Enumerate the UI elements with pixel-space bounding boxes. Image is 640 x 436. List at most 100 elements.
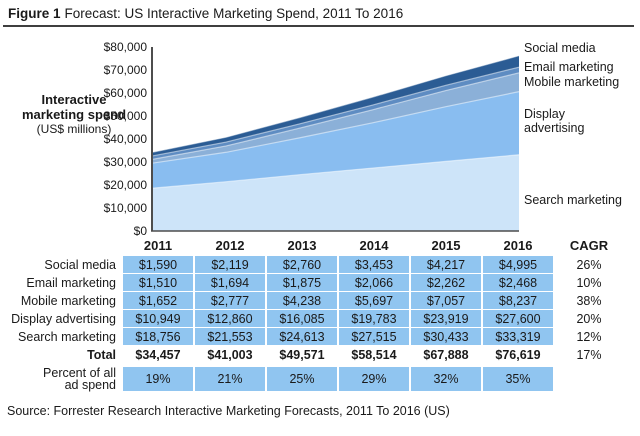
value-cell: $2,777: [194, 292, 266, 309]
cell-value: $34,457: [135, 347, 181, 362]
cagr-value: [554, 367, 624, 391]
band-top-edge: [152, 55, 520, 153]
cell-value: $1,652: [123, 292, 193, 309]
data-table: 2011 2012 2013 2014 2015 2016 CAGR Social medi…: [0, 237, 640, 392]
value-cell: $2,468: [482, 274, 554, 291]
value-cell: $10,949: [122, 310, 194, 327]
row-label: Display advertising: [11, 311, 116, 326]
year-header: 2012: [215, 238, 245, 253]
value-cell: $12,860: [194, 310, 266, 327]
year-header: 2014: [359, 238, 389, 253]
y-tick-label: $80,000: [103, 40, 147, 54]
header-spacer: [0, 237, 122, 254]
source-note: Source: Forrester Research Interactive M…: [7, 404, 450, 418]
row-label: Email marketing: [26, 275, 116, 290]
value-cell: $2,066: [338, 274, 410, 291]
table-row-email-marketing: Email marketing $1,510 $1,694 $1,875 $2,066 $…: [0, 274, 640, 291]
value-cell: 19%: [122, 367, 194, 391]
year-header: 2013: [287, 238, 317, 253]
y-tick-label: $30,000: [103, 155, 147, 169]
cell-value: $76,619: [495, 347, 541, 362]
table-row-social-media: Social media $1,590 $2,119 $2,760 $3,453 $4,2…: [0, 256, 640, 273]
legend-label-social-media: Social media: [524, 41, 596, 55]
row-label: Total: [87, 347, 116, 362]
cell-value: $67,888: [423, 347, 469, 362]
y-axis-label-units: (US$ millions): [36, 122, 112, 136]
cell-value: 21%: [195, 367, 265, 391]
cell-value: $1,590: [123, 256, 193, 273]
cell-value: $1,510: [123, 274, 193, 291]
value-cell: $19,783: [338, 310, 410, 327]
table-row-mobile-marketing: Mobile marketing $1,652 $2,777 $4,238 $5,697…: [0, 292, 640, 309]
cell-value: $4,217: [411, 256, 481, 273]
value-cell: $27,515: [338, 328, 410, 345]
cagr-value: 26%: [576, 257, 602, 272]
value-cell: $1,590: [122, 256, 194, 273]
y-tick-label: $20,000: [103, 178, 147, 192]
value-cell: $5,697: [338, 292, 410, 309]
cagr-header: CAGR: [569, 238, 609, 253]
value-cell: $58,514: [338, 346, 410, 363]
year-header: 2016: [503, 238, 533, 253]
cell-value: $10,949: [123, 310, 193, 327]
cagr-value: 10%: [576, 275, 602, 290]
cell-value: $33,319: [483, 328, 553, 345]
value-cell: 35%: [482, 367, 554, 391]
table-header-row: 2011 2012 2013 2014 2015 2016 CAGR: [0, 237, 640, 254]
cell-value: $19,783: [339, 310, 409, 327]
value-cell: $34,457: [122, 346, 194, 363]
value-cell: $41,003: [194, 346, 266, 363]
value-cell: $67,888: [410, 346, 482, 363]
value-cell: $49,571: [266, 346, 338, 363]
y-tick-label: $50,000: [103, 109, 147, 123]
value-cell: $4,217: [410, 256, 482, 273]
cell-value: $30,433: [411, 328, 481, 345]
value-cell: 25%: [266, 367, 338, 391]
table-row-search-marketing: Search marketing $18,756 $21,553 $24,613 $27…: [0, 328, 640, 345]
cell-value: $2,262: [411, 274, 481, 291]
value-cell: $16,085: [266, 310, 338, 327]
value-cell: $33,319: [482, 328, 554, 345]
legend-label-email-marketing: Email marketing: [524, 60, 614, 74]
title-rule: [3, 25, 634, 27]
cell-value: $49,571: [279, 347, 325, 362]
cell-value: $2,777: [195, 292, 265, 309]
value-cell: $4,238: [266, 292, 338, 309]
row-label: Percent of all ad spend: [43, 366, 116, 392]
value-cell: $30,433: [410, 328, 482, 345]
value-cell: $3,453: [338, 256, 410, 273]
band-top-edge: [152, 91, 520, 164]
figure-title-text: Forecast: US Interactive Marketing Spend…: [64, 6, 404, 21]
cell-value: $27,600: [483, 310, 553, 327]
value-cell: $18,756: [122, 328, 194, 345]
band-top-edge: [152, 154, 520, 189]
figure-label: Figure 1: [8, 6, 61, 21]
cell-value: $16,085: [267, 310, 337, 327]
row-label: Mobile marketing: [20, 293, 116, 308]
value-cell: $1,510: [122, 274, 194, 291]
cell-value: 19%: [123, 367, 193, 391]
value-cell: $1,694: [194, 274, 266, 291]
cell-value: $18,756: [123, 328, 193, 345]
cell-value: $1,875: [267, 274, 337, 291]
total-row: Total $34,457 $41,003 $49,571 $58,514 $67,888…: [0, 346, 640, 363]
cagr-value: 17%: [576, 347, 602, 362]
value-cell: 21%: [194, 367, 266, 391]
value-cell: $1,875: [266, 274, 338, 291]
value-cell: $2,119: [194, 256, 266, 273]
cell-value: $2,119: [195, 256, 265, 273]
cell-value: $23,919: [411, 310, 481, 327]
cell-value: $21,553: [195, 328, 265, 345]
cagr-value: 38%: [576, 293, 602, 308]
cell-value: $7,057: [411, 292, 481, 309]
cell-value: $41,003: [207, 347, 253, 362]
cell-value: $4,238: [267, 292, 337, 309]
y-axis-label-main: Interactive marketing spend: [21, 92, 127, 122]
year-header: 2011: [143, 238, 173, 253]
cell-value: 32%: [411, 367, 481, 391]
cell-value: 35%: [483, 367, 553, 391]
value-cell: 29%: [338, 367, 410, 391]
y-tick-label: $10,000: [103, 201, 147, 215]
stacked-area-chart: [151, 47, 520, 232]
